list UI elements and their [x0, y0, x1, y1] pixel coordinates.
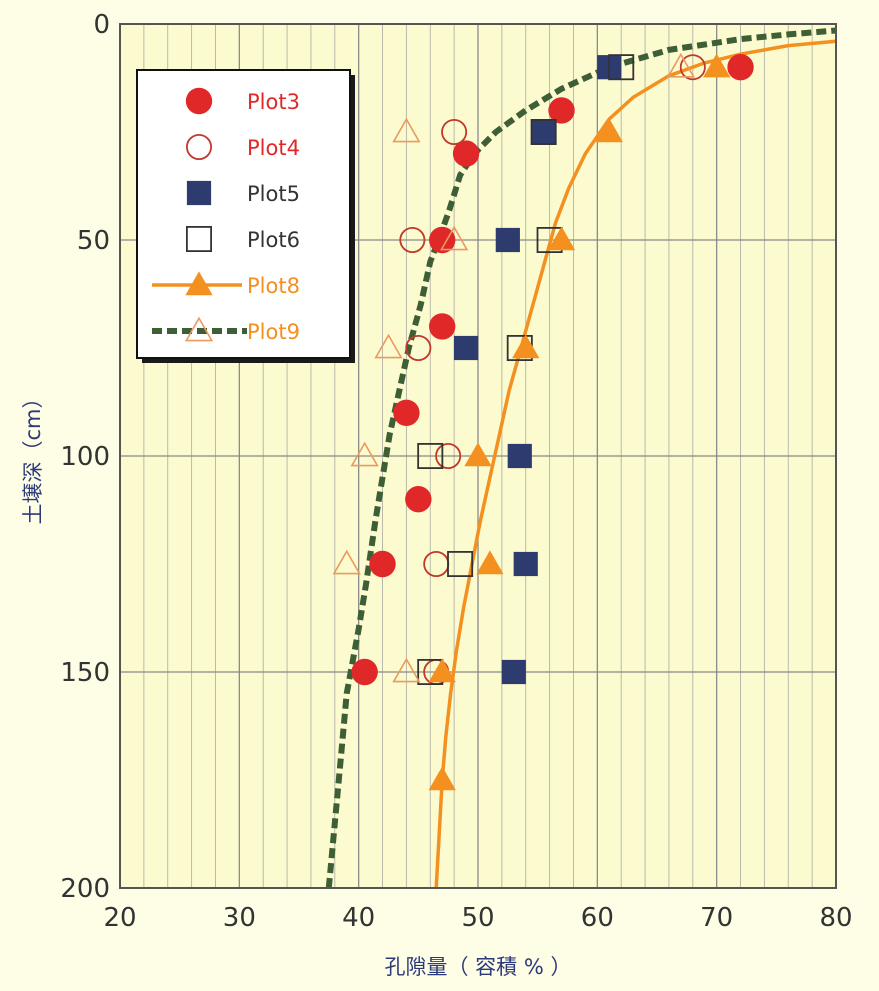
plot5-point: [502, 660, 526, 684]
y-tick-label: 0: [93, 10, 110, 40]
x-tick-label: 80: [819, 903, 852, 933]
x-tick-label: 60: [581, 903, 614, 933]
plot3-point: [393, 400, 419, 426]
plot5-point: [454, 336, 478, 360]
x-tick-label: 40: [342, 903, 375, 933]
legend-marker-plot3: [186, 88, 212, 114]
plot3-point: [727, 54, 753, 80]
legend-label-plot6: Plot6: [247, 228, 300, 252]
y-tick-label: 100: [60, 442, 110, 472]
legend-label-plot4: Plot4: [247, 136, 300, 160]
plot3-point: [369, 551, 395, 577]
legend-box: [137, 70, 350, 358]
legend: Plot3 Plot4 Plot5 Plot6 Plot8 Plot9: [137, 70, 355, 363]
plot3-point: [405, 486, 431, 512]
x-tick-label: 30: [223, 903, 256, 933]
legend-label-plot8: Plot8: [247, 274, 300, 298]
legend-label-plot5: Plot5: [247, 182, 300, 206]
y-tick-label: 50: [77, 226, 110, 256]
y-tick-label: 200: [60, 874, 110, 904]
y-tick-label: 150: [60, 658, 110, 688]
x-tick-label: 20: [103, 903, 136, 933]
legend-label-plot3: Plot3: [247, 90, 300, 114]
plot5-point: [532, 120, 556, 144]
plot3-point: [351, 659, 377, 685]
x-tick-label: 70: [700, 903, 733, 933]
x-axis-title: 孔隙量（ 容積 % ）: [385, 955, 572, 979]
plot5-point: [508, 444, 532, 468]
x-tick-label: 50: [461, 903, 494, 933]
plot5-point: [514, 552, 538, 576]
plot5-point: [496, 228, 520, 252]
plot3-point: [429, 313, 455, 339]
y-axis-title: 土壌深（cm）: [21, 387, 45, 524]
legend-label-plot9: Plot9: [247, 320, 300, 344]
legend-marker-plot5: [187, 181, 211, 205]
